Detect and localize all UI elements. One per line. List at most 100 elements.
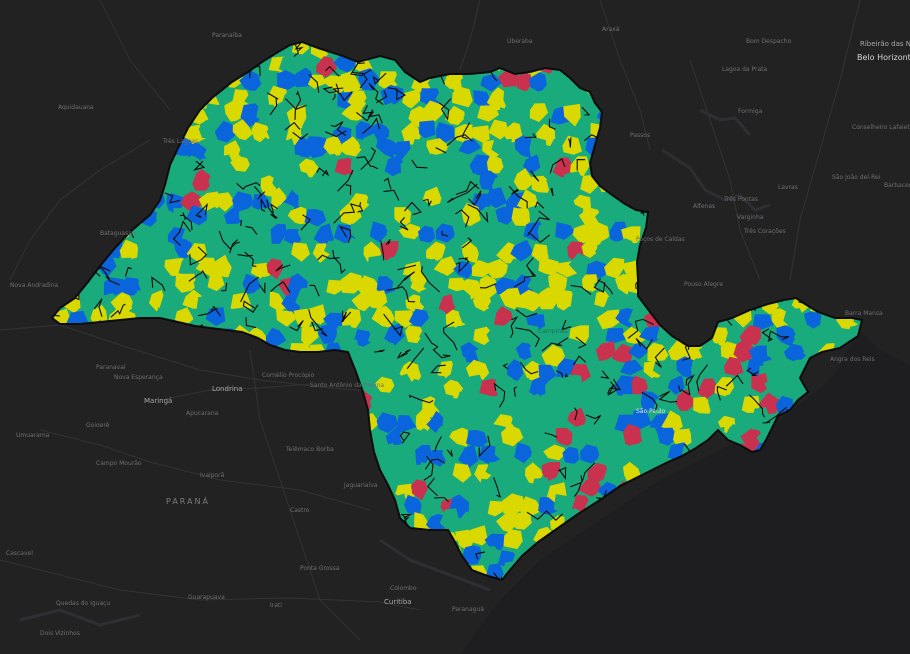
municipality-polygon[interactable] xyxy=(396,415,417,432)
municipality-polygon[interactable] xyxy=(257,308,276,328)
municipality-polygon[interactable] xyxy=(79,288,99,309)
municipality-polygon[interactable] xyxy=(363,172,384,197)
municipality-polygon[interactable] xyxy=(207,271,225,292)
municipality-polygon[interactable] xyxy=(450,357,469,379)
municipality-polygon[interactable] xyxy=(318,324,338,344)
municipality-polygon[interactable] xyxy=(529,375,551,398)
municipality-polygon[interactable] xyxy=(516,189,539,210)
municipality-polygon[interactable] xyxy=(402,466,424,487)
municipality-polygon[interactable] xyxy=(465,430,488,448)
municipality-polygon[interactable] xyxy=(131,289,151,314)
municipality-polygon[interactable] xyxy=(131,255,150,277)
municipality-polygon[interactable] xyxy=(88,274,109,292)
municipality-polygon[interactable] xyxy=(291,242,310,262)
municipality-polygon[interactable] xyxy=(301,326,319,348)
municipality-polygon[interactable] xyxy=(224,206,246,225)
municipality-polygon[interactable] xyxy=(419,326,443,345)
municipality-polygon[interactable] xyxy=(338,136,362,157)
municipality-polygon[interactable] xyxy=(266,121,288,144)
municipality-polygon[interactable] xyxy=(328,174,349,192)
municipality-polygon[interactable] xyxy=(360,341,379,365)
municipality-polygon[interactable] xyxy=(169,173,193,194)
municipality-polygon[interactable] xyxy=(793,325,815,345)
municipality-polygon[interactable] xyxy=(529,137,547,158)
municipality-polygon[interactable] xyxy=(571,461,592,482)
municipality-polygon[interactable] xyxy=(536,287,560,310)
municipality-polygon[interactable] xyxy=(196,225,217,246)
municipality-polygon[interactable] xyxy=(239,70,262,93)
municipality-polygon[interactable] xyxy=(276,309,297,327)
municipality-polygon[interactable] xyxy=(242,273,264,294)
municipality-polygon[interactable] xyxy=(274,138,297,159)
municipality-polygon[interactable] xyxy=(376,412,399,433)
municipality-polygon[interactable] xyxy=(537,221,557,242)
municipality-polygon[interactable] xyxy=(427,341,448,362)
municipality-polygon[interactable] xyxy=(590,428,612,448)
municipality-polygon[interactable] xyxy=(410,139,431,160)
municipality-polygon[interactable] xyxy=(405,294,425,314)
municipality-polygon[interactable] xyxy=(304,136,329,159)
municipality-polygon[interactable] xyxy=(342,308,362,329)
municipality-polygon[interactable] xyxy=(724,392,747,412)
municipality-polygon[interactable] xyxy=(595,341,616,363)
municipality-polygon[interactable] xyxy=(538,258,560,277)
municipality-polygon[interactable] xyxy=(395,241,414,262)
municipality-polygon[interactable] xyxy=(578,477,602,497)
municipality-polygon[interactable] xyxy=(581,238,598,258)
municipality-polygon[interactable] xyxy=(214,222,236,247)
municipality-polygon[interactable] xyxy=(748,345,772,363)
municipality-polygon[interactable] xyxy=(286,105,307,128)
municipality-polygon[interactable] xyxy=(208,173,227,193)
municipality-polygon[interactable] xyxy=(373,203,395,226)
municipality-polygon[interactable] xyxy=(368,358,391,382)
municipality-polygon[interactable] xyxy=(193,275,213,296)
municipality-polygon[interactable] xyxy=(394,310,414,328)
municipality-polygon[interactable] xyxy=(400,159,423,176)
municipality-polygon[interactable] xyxy=(461,374,484,397)
municipality-polygon[interactable] xyxy=(355,357,374,380)
municipality-polygon[interactable] xyxy=(234,258,257,278)
municipality-polygon[interactable] xyxy=(824,325,847,345)
municipality-polygon[interactable] xyxy=(473,90,493,110)
municipality-polygon[interactable] xyxy=(265,157,288,177)
municipality-polygon[interactable] xyxy=(504,394,527,416)
municipality-polygon[interactable] xyxy=(494,444,517,463)
municipality-polygon[interactable] xyxy=(579,444,600,464)
municipality-polygon[interactable] xyxy=(766,340,787,360)
municipality-polygon[interactable] xyxy=(448,208,465,228)
municipality-polygon[interactable] xyxy=(507,359,524,382)
municipality-polygon[interactable] xyxy=(433,393,454,415)
municipality-polygon[interactable] xyxy=(527,272,546,294)
municipality-polygon[interactable] xyxy=(315,56,338,78)
municipality-polygon[interactable] xyxy=(239,207,260,227)
municipality-polygon[interactable] xyxy=(714,377,735,398)
municipality-polygon[interactable] xyxy=(783,308,804,330)
municipality-polygon[interactable] xyxy=(640,427,661,447)
municipality-polygon[interactable] xyxy=(493,306,513,326)
municipality-polygon[interactable] xyxy=(410,210,427,230)
municipality-polygon[interactable] xyxy=(515,73,532,92)
municipality-polygon[interactable] xyxy=(538,497,560,515)
municipality-polygon[interactable] xyxy=(510,239,534,262)
municipality-polygon[interactable] xyxy=(621,259,641,280)
municipality-polygon[interactable] xyxy=(459,481,483,503)
municipality-polygon[interactable] xyxy=(697,378,720,399)
municipality-polygon[interactable] xyxy=(224,100,247,122)
municipality-polygon[interactable] xyxy=(596,309,622,330)
municipality-polygon[interactable] xyxy=(415,408,432,434)
municipality-polygon[interactable] xyxy=(528,72,547,93)
municipality-polygon[interactable] xyxy=(408,308,430,330)
municipality-polygon[interactable] xyxy=(611,343,633,365)
municipality-polygon[interactable] xyxy=(468,226,490,248)
municipality-polygon[interactable] xyxy=(415,428,435,451)
municipality-polygon[interactable] xyxy=(366,290,388,309)
municipality-polygon[interactable] xyxy=(384,323,405,346)
municipality-polygon[interactable] xyxy=(203,139,228,162)
municipality-polygon[interactable] xyxy=(309,276,327,294)
municipality-polygon[interactable] xyxy=(370,394,389,414)
municipality-polygon[interactable] xyxy=(401,185,422,205)
municipality-polygon[interactable] xyxy=(452,157,470,178)
municipality-polygon[interactable] xyxy=(371,305,395,328)
municipality-polygon[interactable] xyxy=(675,389,697,411)
municipality-polygon[interactable] xyxy=(471,497,489,515)
